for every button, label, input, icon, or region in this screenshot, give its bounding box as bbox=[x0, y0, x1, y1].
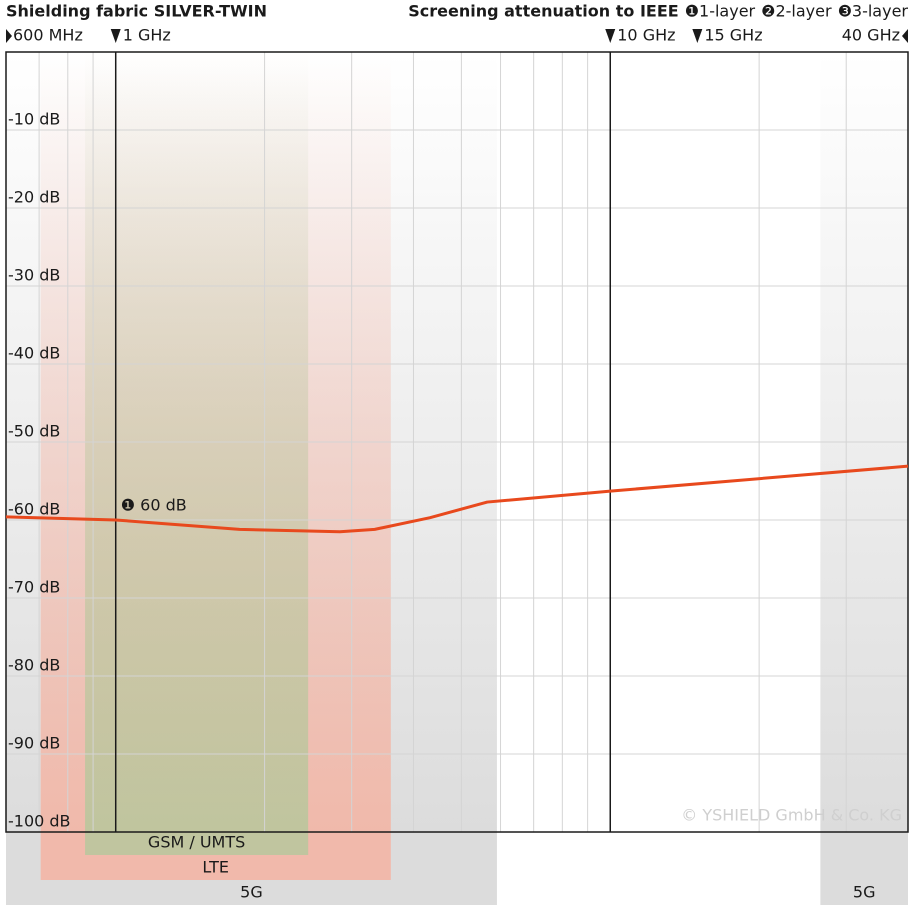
y-tick-label: -50 dB bbox=[8, 422, 60, 441]
legend-entry: ❸3-layer bbox=[838, 2, 909, 21]
x-tick-label: 600 MHz bbox=[13, 26, 83, 45]
legend-entry: ❶1-layer bbox=[685, 2, 756, 21]
tick-marker bbox=[6, 29, 12, 43]
tick-marker bbox=[692, 29, 703, 43]
x-tick-label: 1 GHz bbox=[123, 26, 171, 45]
x-tick-label: 10 GHz bbox=[617, 26, 675, 45]
y-tick-label: -80 dB bbox=[8, 656, 60, 675]
tick-marker bbox=[110, 29, 121, 43]
y-tick-label: -90 dB bbox=[8, 734, 60, 753]
chart-title: Shielding fabric SILVER-TWIN bbox=[6, 2, 267, 21]
tick-marker bbox=[605, 29, 616, 43]
y-tick-label: -30 dB bbox=[8, 266, 60, 285]
y-tick-label: -60 dB bbox=[8, 500, 60, 519]
band-foot bbox=[85, 832, 309, 855]
x-tick-label: 15 GHz bbox=[704, 26, 762, 45]
plot-frame bbox=[5, 51, 909, 833]
copyright: © YSHIELD GmbH & Co. KG bbox=[681, 806, 902, 825]
y-tick-label: -70 dB bbox=[8, 578, 60, 597]
legend-entry: ❷2-layer bbox=[761, 2, 832, 21]
y-tick-label: -100 dB bbox=[8, 812, 71, 831]
band-foot bbox=[820, 832, 908, 905]
band-label: GSM / UMTS bbox=[148, 833, 245, 852]
annotation: ❶ 60 dB bbox=[121, 496, 187, 515]
band-label: 5G bbox=[853, 883, 876, 902]
chart-subtitle: Screening attenuation to IEEE bbox=[408, 2, 678, 21]
band-label: 5G bbox=[240, 883, 263, 902]
tick-marker bbox=[902, 29, 908, 43]
y-tick-label: -20 dB bbox=[8, 188, 60, 207]
data-line bbox=[5, 464, 909, 534]
x-tick-label: 40 GHz bbox=[842, 26, 900, 45]
y-tick-label: -40 dB bbox=[8, 344, 60, 363]
band-label: LTE bbox=[202, 858, 229, 877]
y-tick-label: -10 dB bbox=[8, 110, 60, 129]
